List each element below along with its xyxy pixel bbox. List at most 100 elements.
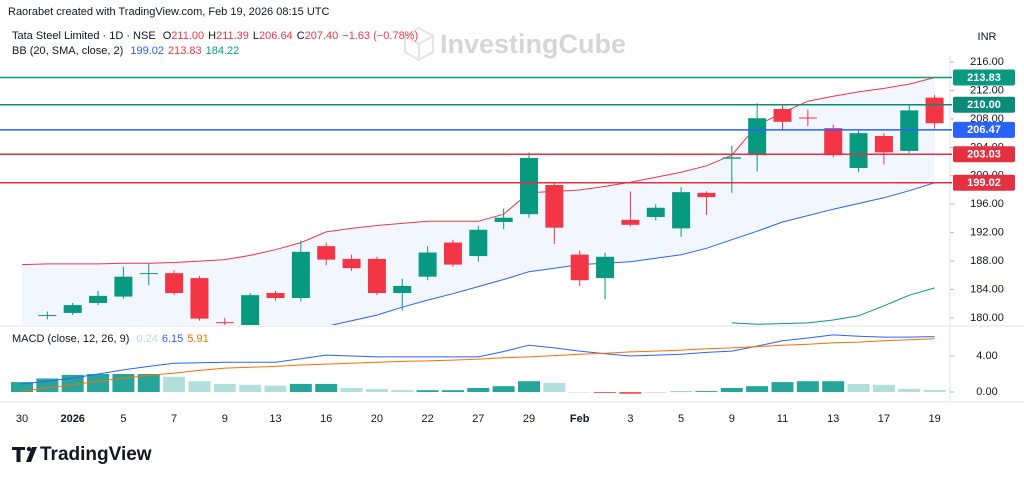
candle-body xyxy=(874,136,893,153)
candle-body xyxy=(367,258,386,294)
candle-body xyxy=(798,117,817,119)
x-tick-label: 20 xyxy=(371,413,383,425)
candle-body xyxy=(443,242,462,265)
indicator-value: 213.83 xyxy=(167,45,202,57)
histogram-bar xyxy=(391,390,414,392)
x-tick-label: Feb xyxy=(570,413,590,425)
brand-name: TradingView xyxy=(40,444,152,465)
histogram-bar xyxy=(163,376,186,392)
histogram-bar xyxy=(872,384,895,392)
macd-value: 5.91 xyxy=(187,333,209,345)
candle-body xyxy=(596,256,615,279)
histogram-bar xyxy=(619,392,642,394)
histogram-bar xyxy=(365,389,388,392)
x-tick-label: 13 xyxy=(269,413,281,425)
band-line xyxy=(330,182,935,325)
histogram-bar xyxy=(594,392,617,393)
watermark: InvestingCube xyxy=(440,29,626,59)
ohlc-key: H xyxy=(208,30,217,42)
x-tick-label: 19 xyxy=(928,413,940,425)
candle-body xyxy=(190,278,209,319)
ohlc-key: O xyxy=(162,30,172,42)
candle-body xyxy=(393,285,412,294)
candle-body xyxy=(849,133,868,168)
y-tick-label: 180.00 xyxy=(970,312,1004,324)
y-tick-label: 188.00 xyxy=(970,255,1004,267)
x-tick-label: 7 xyxy=(171,413,177,425)
y-tick-label: 216.00 xyxy=(970,56,1004,68)
level-label: 199.02 xyxy=(967,177,1001,189)
y-tick-label: 0.00 xyxy=(976,386,997,398)
ohlc-key: L xyxy=(252,30,260,42)
candle-body xyxy=(469,229,488,257)
indicator-value: 199.02 xyxy=(130,45,164,57)
y-tick-label: 212.00 xyxy=(970,84,1004,96)
macd-legend: MACD (close, 12, 26, 9) 0.24 6.15 5.91 xyxy=(12,333,213,345)
band-fill xyxy=(22,77,935,325)
x-tick-label: 27 xyxy=(472,413,484,425)
candle-body xyxy=(722,157,741,159)
x-tick-label: 17 xyxy=(878,413,890,425)
histogram-bar xyxy=(264,385,287,392)
histogram-bar xyxy=(213,383,236,392)
histogram-bar xyxy=(492,386,515,392)
macd-value: 6.15 xyxy=(161,333,184,345)
level-label-bg xyxy=(953,121,1015,138)
currency: INR xyxy=(978,31,997,43)
candle-body xyxy=(63,305,82,313)
histogram-bar xyxy=(720,387,743,392)
histogram-bar xyxy=(289,383,312,392)
candle-body xyxy=(342,258,361,269)
price-pane xyxy=(21,77,944,325)
candle-body xyxy=(545,185,564,228)
level-label-bg xyxy=(953,174,1015,191)
y-tick-label: 4.00 xyxy=(976,350,997,362)
candle-body xyxy=(773,109,792,122)
candle-body xyxy=(89,295,108,303)
level-label: 203.03 xyxy=(967,149,1001,161)
ohlc-value: 211.00 xyxy=(171,30,205,42)
symbol-legend: Tata Steel Limited · 1D · NSE O211.00 H21… xyxy=(12,30,422,42)
histogram-bar xyxy=(568,392,591,393)
candle-body xyxy=(646,207,665,217)
candle-body xyxy=(317,246,336,260)
symbol: Tata Steel Limited · 1D · NSE xyxy=(12,30,156,42)
x-tick-label: 5 xyxy=(678,413,684,425)
candle-body xyxy=(900,110,919,151)
candle-body xyxy=(824,128,843,156)
x-tick-label: 5 xyxy=(120,413,126,425)
candle-body xyxy=(139,273,158,275)
x-tick-label: 16 xyxy=(320,413,332,425)
histogram-bar xyxy=(746,386,769,392)
ohlc-value: 207.40 xyxy=(304,30,339,42)
macd-line xyxy=(21,338,935,392)
level-label: 206.47 xyxy=(967,124,1001,136)
level-label-bg xyxy=(953,96,1015,113)
histogram-bar xyxy=(137,374,160,392)
histogram-bar xyxy=(847,383,870,392)
histogram-bar xyxy=(695,391,718,392)
ohlc-value: 211.39 xyxy=(216,30,249,42)
level-label: 210.00 xyxy=(967,99,1001,111)
x-tick-label: 29 xyxy=(523,413,535,425)
indicator-name: BB (20, SMA, close, 2) xyxy=(12,45,124,57)
histogram-value: 0.24 xyxy=(136,333,158,345)
histogram-bar xyxy=(923,389,946,392)
candle-body xyxy=(418,252,437,277)
macd-line xyxy=(21,334,935,385)
histogram-bar xyxy=(543,383,566,392)
candle-body xyxy=(291,251,310,298)
change: −1.63 (−0.78%) xyxy=(342,30,419,42)
x-tick-label: 2026 xyxy=(60,413,84,425)
x-tick-label: 9 xyxy=(729,413,735,425)
histogram-bar xyxy=(771,382,794,392)
histogram-bar xyxy=(87,374,110,392)
histogram-bar xyxy=(644,392,667,393)
histogram-bar xyxy=(796,381,819,392)
histogram-bar xyxy=(467,387,490,392)
histogram-bar xyxy=(518,381,540,392)
histogram-bar xyxy=(822,381,845,392)
bb-legend: BB (20, SMA, close, 2) 199.02 213.83 184.2… xyxy=(12,45,243,57)
x-tick-label: 3 xyxy=(627,413,633,425)
histogram-bar xyxy=(340,387,363,392)
